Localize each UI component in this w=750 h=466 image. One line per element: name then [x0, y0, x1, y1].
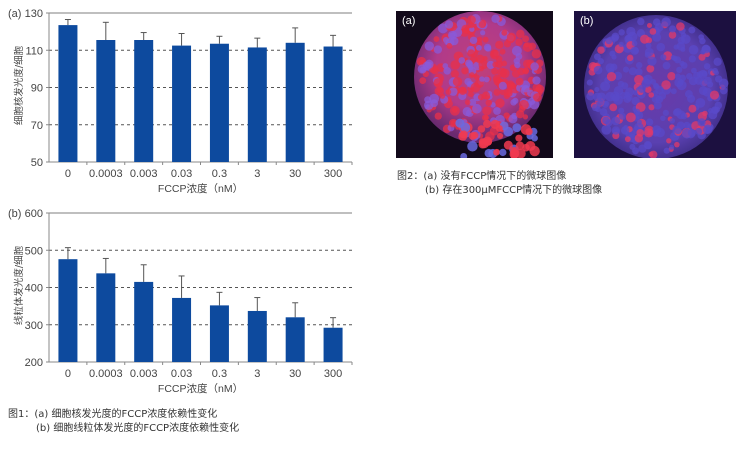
microsphere-a-label: (a)	[402, 15, 416, 27]
x-axis-label: FCCP浓度（nM）	[158, 182, 243, 195]
x-tick-label: 0.003	[130, 368, 158, 380]
x-tick-label: 0.0003	[89, 368, 123, 380]
bar	[285, 317, 305, 362]
y-axis-label: 线粒体发光度/细胞	[13, 245, 25, 325]
bar	[134, 281, 154, 362]
y-axis-label: 细胞核发光度/细胞	[13, 45, 25, 125]
bar	[247, 310, 267, 362]
chart-mitochondria-luminosity: 200 300 400 500 600 0 0.0003 0.003 0.03 0.3 3 30 300…	[0, 200, 370, 400]
x-tick-label: 300	[324, 368, 342, 380]
y-tick-label: 200	[25, 357, 43, 369]
bar	[96, 40, 116, 162]
figure1-caption-line2: (b) 细胞线粒体发光度的FCCP浓度依赖性变化	[36, 423, 240, 434]
y-tick-label: 110	[25, 45, 43, 57]
figure1-caption-line1: 图1：(a) 细胞核发光度的FCCP浓度依赖性变化	[8, 409, 218, 420]
chart-a-svg: 50 70 90 110 130 0 0.0003 0.003 0.03 0.3 3 30 300 FCC…	[8, 8, 353, 195]
y-tick-label: 130	[25, 8, 43, 20]
x-tick-label: 3	[254, 168, 260, 180]
x-tick-label: 0.003	[130, 168, 158, 180]
y-tick-label: 600	[25, 208, 43, 220]
bar	[172, 45, 192, 162]
bar	[58, 25, 78, 163]
x-tick-label: 0.03	[171, 168, 192, 180]
y-tick-label: 70	[31, 120, 43, 132]
microsphere-b-label: (b)	[580, 15, 594, 27]
x-tick-label: 0.3	[212, 168, 227, 180]
panel-label: (b)	[8, 208, 21, 220]
bar	[134, 40, 154, 162]
x-tick-label: 0	[65, 368, 71, 380]
bar	[247, 47, 267, 162]
bar	[96, 273, 116, 362]
figure2-caption-line1: 图2：(a) 没有FCCP情况下的微球图像	[397, 171, 567, 182]
x-tick-label: 0.0003	[89, 168, 123, 180]
microsphere-image-b: (b)	[574, 11, 736, 158]
figure1-caption: 图1：(a) 细胞核发光度的FCCP浓度依赖性变化 (b) 细胞线粒体发光度的F…	[8, 408, 239, 436]
bar	[285, 42, 305, 162]
y-tick-label: 500	[25, 245, 43, 257]
x-tick-label: 300	[324, 168, 342, 180]
microsphere-a-render	[414, 11, 546, 158]
x-tick-label: 0	[65, 168, 71, 180]
panel-label: (a)	[8, 8, 21, 20]
bar	[209, 305, 229, 362]
bar	[58, 259, 78, 362]
chart-b-svg: 200 300 400 500 600 0 0.0003 0.003 0.03 0.3 3 30 300…	[8, 208, 353, 395]
y-tick-label: 400	[25, 283, 43, 295]
bar	[323, 327, 343, 362]
chart-nucleus-luminosity: 50 70 90 110 130 0 0.0003 0.003 0.03 0.3 3 30 300 FCC…	[0, 0, 370, 200]
x-tick-label: 0.03	[171, 368, 192, 380]
y-tick-label: 300	[25, 320, 43, 332]
figure2-caption: 图2：(a) 没有FCCP情况下的微球图像 (b) 存在300μMFCCP情况下…	[397, 170, 602, 198]
x-tick-label: 30	[289, 168, 301, 180]
bar	[323, 46, 343, 162]
x-axis-label: FCCP浓度（nM）	[158, 382, 243, 395]
microsphere-b-render	[584, 15, 729, 158]
x-tick-label: 30	[289, 368, 301, 380]
y-tick-label: 50	[31, 157, 43, 169]
bar	[209, 43, 229, 163]
bar	[172, 297, 192, 362]
x-tick-label: 0.3	[212, 368, 227, 380]
microsphere-image-a: (a)	[396, 11, 553, 158]
figure2-caption-line2: (b) 存在300μMFCCP情况下的微球图像	[425, 185, 603, 196]
x-tick-label: 3	[254, 368, 260, 380]
y-tick-label: 90	[31, 83, 43, 95]
